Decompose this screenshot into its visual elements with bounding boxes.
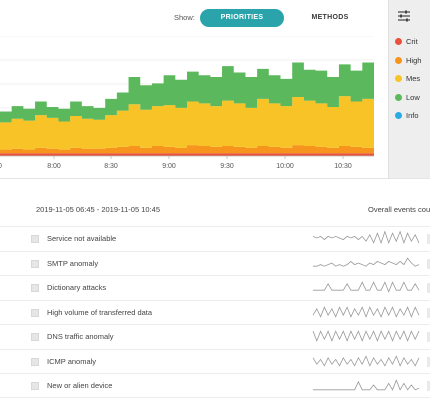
event-sparkline (312, 330, 420, 342)
legend-panel: Crit High Mes Low Info (388, 0, 430, 178)
legend-item-low[interactable]: Low (395, 93, 420, 102)
event-sparkline (313, 281, 420, 293)
legend-label: Mes (406, 74, 421, 83)
x-tick-label-partial: 0 (0, 163, 2, 170)
event-label: High volume of transferred data (47, 307, 153, 317)
event-label: SMTP anomaly (47, 258, 99, 268)
time-range-label: 2019-11-05 06:45 - 2019-11-05 10:45 (36, 205, 160, 214)
event-row[interactable]: SMTP anomaly (0, 250, 430, 276)
priorities-toggle-button[interactable]: PRIORITIES (200, 9, 284, 27)
sparkline-path (313, 256, 420, 267)
event-label: Service not available (47, 234, 117, 243)
event-count-cell (427, 283, 430, 293)
legend-color-dot (395, 57, 402, 64)
event-count-cell (427, 307, 430, 318)
legend-color-dot (395, 94, 402, 101)
sparkline-path (313, 281, 420, 293)
x-tick-label: 10:00 (276, 163, 294, 170)
sparkline-path (312, 354, 420, 367)
event-checkbox[interactable] (31, 382, 39, 390)
chart-series-group (0, 62, 374, 156)
event-checkbox[interactable] (31, 333, 39, 341)
event-label: ICMP anomaly (47, 356, 97, 366)
event-count-cell (427, 356, 430, 367)
legend-item-crit[interactable]: Crit (395, 37, 418, 46)
x-tick-label: 8:30 (104, 163, 118, 170)
event-count-cell (427, 234, 430, 244)
filter-settings-icon[interactable] (397, 10, 411, 22)
event-count-cell (427, 258, 430, 269)
event-sparkline (313, 379, 420, 391)
event-row[interactable]: DNS traffic anomaly (0, 324, 430, 349)
event-label: Dictionary attacks (47, 283, 107, 292)
event-label: DNS traffic anomaly (47, 332, 114, 341)
event-sparkline (312, 354, 420, 367)
event-row[interactable]: High volume of transferred data (0, 299, 430, 325)
legend-color-dot (395, 38, 402, 45)
events-list: Service not available SMTP anomaly Diction… (0, 226, 430, 398)
legend-color-dot (395, 75, 402, 82)
series-area-medium (0, 96, 374, 150)
legend-color-dot (395, 112, 402, 119)
legend-label: Crit (406, 37, 418, 46)
stacked-area-chart: 8:00 8:30 9:00 9:30 10:00 10:30 0 (0, 36, 374, 170)
sparkline-path (312, 230, 420, 244)
event-count-cell (427, 381, 430, 391)
event-label: New or alien device (47, 381, 113, 390)
events-chart-panel: Show: PRIORITIES METHODS 8:00 8:30 9:00 9:3… (0, 0, 388, 178)
x-tick-label: 9:00 (162, 163, 176, 170)
event-sparkline (312, 230, 420, 244)
event-row[interactable]: ICMP anomaly (0, 348, 430, 374)
legend-label: Low (406, 93, 420, 102)
sparkline-path (312, 330, 420, 342)
series-area-low (0, 62, 374, 123)
event-checkbox[interactable] (31, 284, 39, 292)
sparkline-path (313, 379, 420, 391)
x-axis: 8:00 8:30 9:00 9:30 10:00 10:30 0 (0, 155, 374, 170)
legend-item-high[interactable]: High (395, 56, 422, 65)
series-area-critical (0, 153, 374, 156)
event-checkbox[interactable] (31, 357, 39, 366)
methods-toggle-button[interactable]: METHODS (311, 14, 349, 21)
legend-label: Info (406, 111, 419, 120)
x-tick-label: 8:00 (47, 163, 61, 170)
legend-item-info[interactable]: Info (395, 111, 419, 120)
event-count-cell (427, 332, 430, 342)
event-checkbox[interactable] (31, 235, 39, 243)
sparkline-path (312, 305, 420, 318)
event-row[interactable]: Service not available (0, 226, 430, 251)
event-sparkline (312, 305, 420, 318)
legend-label: High (406, 56, 422, 65)
event-checkbox[interactable] (31, 308, 39, 317)
event-sparkline (313, 256, 420, 267)
event-row[interactable]: New or alien device (0, 373, 430, 398)
event-row[interactable]: Dictionary attacks (0, 275, 430, 300)
x-tick-label: 9:30 (220, 163, 234, 170)
overall-events-header: Overall events cou (368, 205, 430, 214)
show-label: Show: (174, 13, 195, 22)
legend-item-mes[interactable]: Mes (395, 74, 421, 83)
event-checkbox[interactable] (31, 259, 39, 268)
x-tick-label: 10:30 (334, 163, 352, 170)
section-divider (0, 178, 430, 179)
